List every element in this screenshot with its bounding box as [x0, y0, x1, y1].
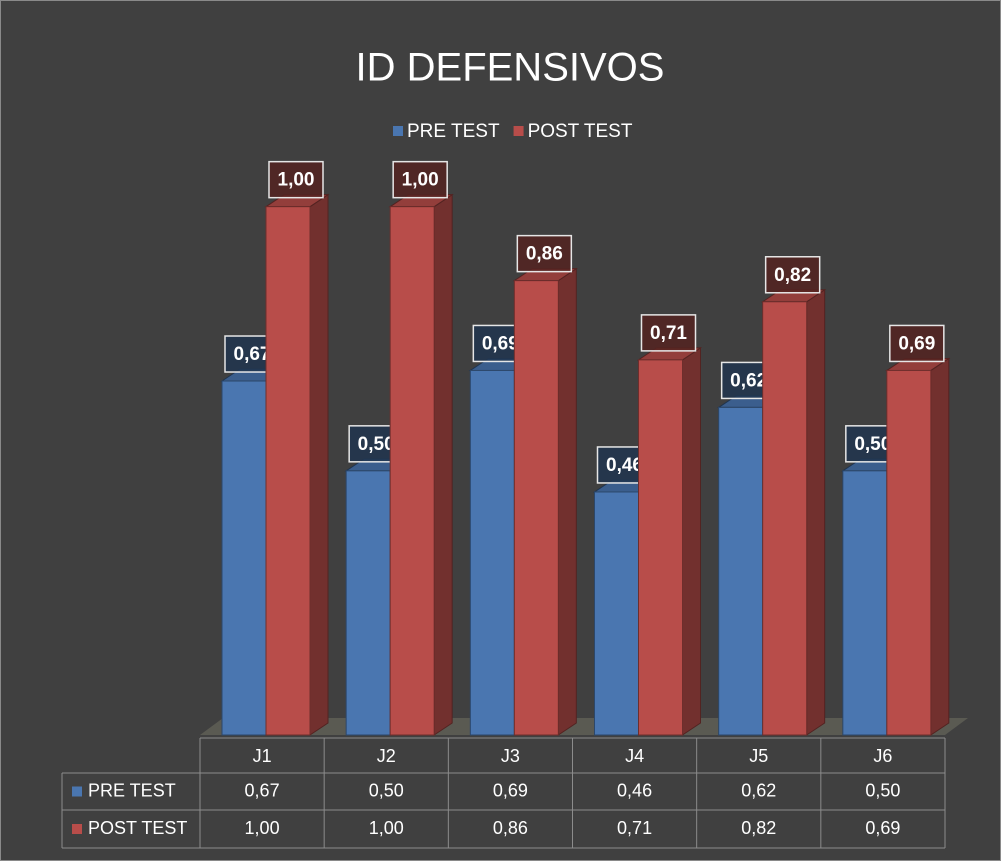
table-cell: 0,62 — [741, 780, 776, 800]
table-row-label: PRE TEST — [88, 780, 176, 800]
table-cell: 1,00 — [369, 818, 404, 838]
bar — [513, 280, 559, 736]
table-cell: 0,69 — [493, 780, 528, 800]
table-cell: 0,46 — [617, 780, 652, 800]
table-cell: 0,82 — [741, 818, 776, 838]
bar — [886, 369, 932, 736]
x-tick-label: J6 — [873, 746, 892, 766]
data-label: 1,00 — [402, 170, 439, 191]
chart-title: ID DEFENSIVOS — [356, 46, 665, 90]
data-label: 0,50 — [854, 434, 891, 455]
legend-label: POST TEST — [528, 121, 633, 142]
table-legend-swatch — [72, 786, 82, 797]
x-tick-label: J1 — [253, 746, 272, 766]
bar-side — [557, 267, 577, 736]
legend-label: PRE TEST — [407, 121, 500, 142]
data-label: 0,82 — [774, 265, 811, 286]
bar — [718, 406, 764, 736]
data-label: 0,86 — [526, 244, 563, 265]
data-label: 0,50 — [358, 434, 395, 455]
data-label-box — [268, 160, 324, 199]
table-cell: 0,50 — [369, 780, 404, 800]
table-row-label: POST TEST — [88, 818, 187, 838]
table-cell: 1,00 — [245, 818, 280, 838]
table-cell: 0,86 — [493, 818, 528, 838]
bar-side — [433, 193, 453, 736]
bar — [389, 206, 435, 736]
table-legend-swatch — [72, 824, 82, 834]
data-label: 0,67 — [234, 344, 271, 365]
data-label: 0,46 — [606, 455, 643, 476]
bar — [469, 369, 515, 736]
data-label: 0,69 — [898, 333, 935, 354]
bar — [221, 380, 267, 736]
bar — [594, 491, 639, 736]
bar-side — [309, 193, 329, 736]
data-label-box — [764, 256, 821, 294]
table-cell: 0,69 — [865, 818, 900, 838]
data-label-box — [640, 314, 697, 352]
data-label-box — [516, 234, 573, 273]
legend-swatch — [393, 126, 403, 136]
data-label: 1,00 — [278, 170, 315, 191]
bar-side — [682, 346, 701, 736]
x-tick-label: J5 — [749, 746, 768, 766]
table-cell: 0,71 — [617, 818, 652, 838]
bar-side — [930, 357, 950, 736]
table-cell: 0,67 — [245, 780, 280, 800]
data-label: 0,71 — [650, 323, 687, 344]
bar — [638, 359, 683, 736]
x-tick-label: J2 — [377, 746, 396, 766]
data-label: 0,62 — [730, 370, 767, 391]
data-label-box — [392, 160, 448, 199]
bar — [762, 301, 808, 736]
x-tick-label: J3 — [501, 746, 520, 766]
data-label-box — [889, 324, 945, 363]
bar — [265, 206, 311, 736]
data-label: 0,69 — [482, 333, 519, 354]
x-tick-label: J4 — [625, 746, 644, 766]
table-cell: 0,50 — [865, 780, 900, 800]
bar-side — [806, 288, 826, 736]
bar — [345, 470, 391, 736]
bar — [842, 470, 888, 736]
legend-swatch — [513, 126, 524, 136]
